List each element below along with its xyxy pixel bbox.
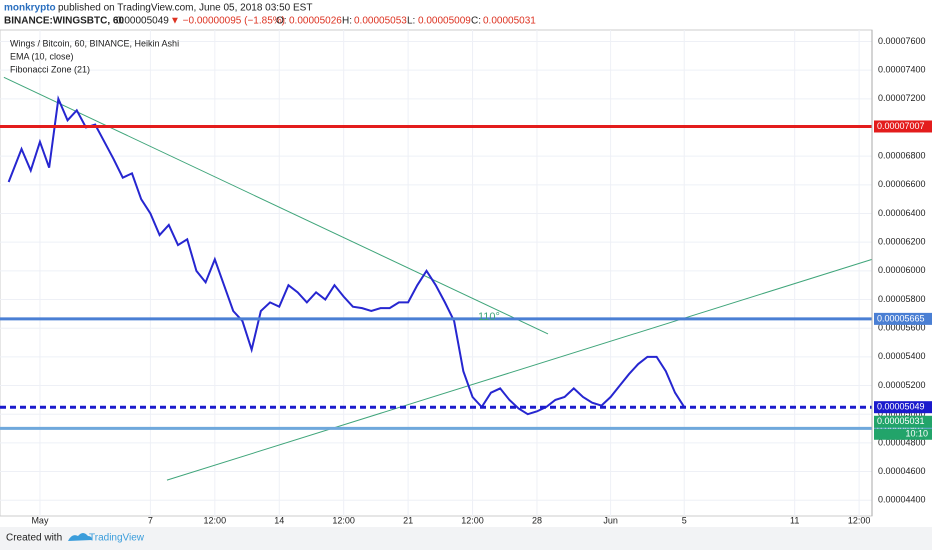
- x-tick-label: 12:00: [332, 515, 355, 525]
- footer-bar: [0, 527, 932, 550]
- low-label: L:: [407, 16, 415, 27]
- x-tick-label: 12:00: [461, 515, 484, 525]
- countdown-box: [874, 428, 932, 440]
- x-tick-label: 7: [148, 515, 153, 525]
- open-label: O:: [276, 16, 287, 27]
- trend-line: [3, 76, 549, 335]
- y-tick-label: 0.00006000: [878, 265, 926, 275]
- x-tick-label: Jun: [603, 515, 618, 525]
- high: 0.00005053: [354, 16, 407, 27]
- y-tick-label: 0.00004400: [878, 495, 926, 505]
- y-tick-label: 0.00006800: [878, 151, 926, 161]
- x-tick-label: May: [31, 515, 49, 525]
- brand-logo: [68, 533, 92, 541]
- level-label-box: [874, 401, 932, 414]
- level-label: 0.00004901: [877, 423, 925, 433]
- y-tick-label: 0.00005800: [878, 294, 926, 304]
- y-tick-label: 0.00007400: [878, 65, 926, 75]
- y-tick-label: 0.00006600: [878, 179, 926, 189]
- price: 0.00005049: [116, 16, 169, 27]
- y-tick-label: 0.00005400: [878, 351, 926, 361]
- legend-fib: Fibonacci Zone (21): [10, 64, 90, 74]
- x-tick-label: 12:00: [204, 515, 227, 525]
- ema-line: [7, 95, 686, 416]
- symbol: BINANCE:WINGSBTC, 60: [4, 16, 124, 27]
- x-tick-label: 11: [790, 515, 799, 525]
- close-label: C:: [471, 16, 481, 27]
- close: 0.00005031: [483, 16, 536, 27]
- trend-line: [166, 258, 873, 481]
- published: published on TradingView.com, June 05, 2…: [58, 3, 312, 14]
- x-tick-label: 14: [274, 515, 284, 525]
- x-tick-label: 28: [532, 515, 542, 525]
- legend-ema: EMA (10, close): [10, 51, 74, 61]
- open: 0.00005026: [289, 16, 342, 27]
- change: ▼ −0.00000095 (−1.85%): [170, 16, 285, 27]
- y-tick-label: 0.00004600: [878, 466, 926, 476]
- y-tick-label: 0.00005200: [878, 380, 926, 390]
- y-tick-label: 0.00007600: [878, 36, 926, 46]
- level-label-box: [874, 120, 932, 133]
- y-tick-label: 0.00005000: [878, 409, 926, 419]
- x-tick-label: 5: [682, 515, 687, 525]
- y-tick-label: 0.00004800: [878, 437, 926, 447]
- level-label: 0.00007007: [877, 121, 925, 131]
- countdown: 10:10: [905, 429, 928, 439]
- level-label-box: [874, 415, 932, 428]
- author[interactable]: monkrypto: [4, 3, 56, 14]
- plot: [0, 30, 873, 516]
- footer-created: Created with: [6, 533, 62, 544]
- level-label: 0.00005049: [877, 402, 925, 412]
- legend-main: Wings / Bitcoin, 60, BINANCE, Heikin Ash…: [10, 38, 179, 48]
- level-label: 0.00005665: [877, 313, 925, 323]
- level-label-box: [874, 312, 932, 325]
- y-tick-label: 0.00006200: [878, 237, 926, 247]
- footer-brand[interactable]: TradingView: [89, 533, 145, 544]
- low: 0.00005009: [418, 16, 471, 27]
- y-tick-label: 0.00006400: [878, 208, 926, 218]
- y-tick-label: 0.00007200: [878, 93, 926, 103]
- y-tick-label: 0.00005600: [878, 323, 926, 333]
- high-label: H:: [342, 16, 352, 27]
- angle-annotation: 110°: [478, 311, 500, 323]
- x-tick-label: 12:00: [848, 515, 871, 525]
- x-tick-label: 21: [403, 515, 413, 525]
- level-label: 0.00005031: [877, 416, 925, 426]
